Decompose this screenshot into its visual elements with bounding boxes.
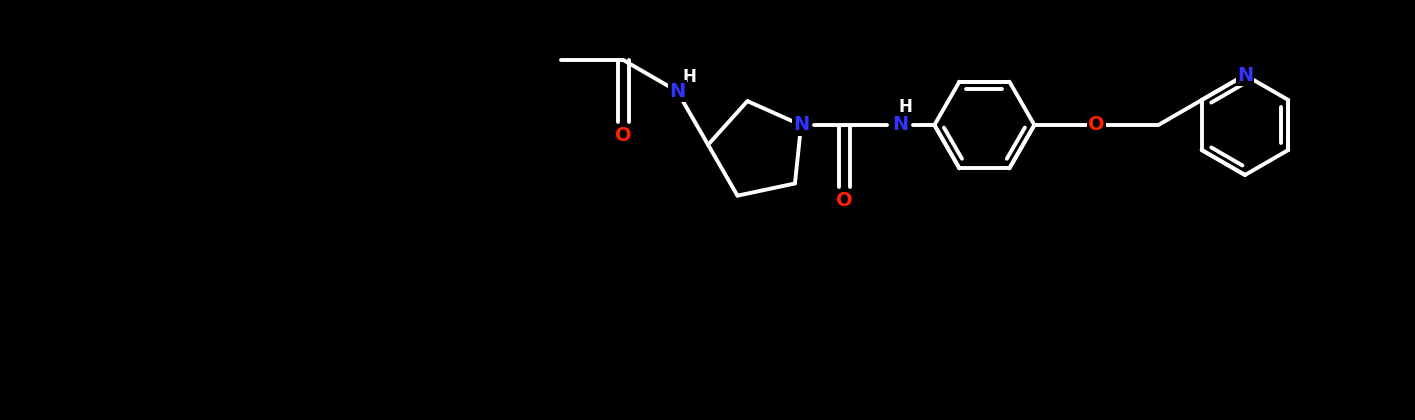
Text: O: O bbox=[1088, 116, 1105, 134]
Text: N: N bbox=[893, 116, 908, 134]
Text: H: H bbox=[682, 68, 696, 86]
Text: N: N bbox=[1237, 66, 1254, 84]
Text: O: O bbox=[836, 191, 853, 210]
Text: H: H bbox=[899, 98, 913, 116]
Text: N: N bbox=[669, 81, 685, 100]
Text: O: O bbox=[616, 126, 631, 144]
Text: N: N bbox=[792, 116, 809, 134]
